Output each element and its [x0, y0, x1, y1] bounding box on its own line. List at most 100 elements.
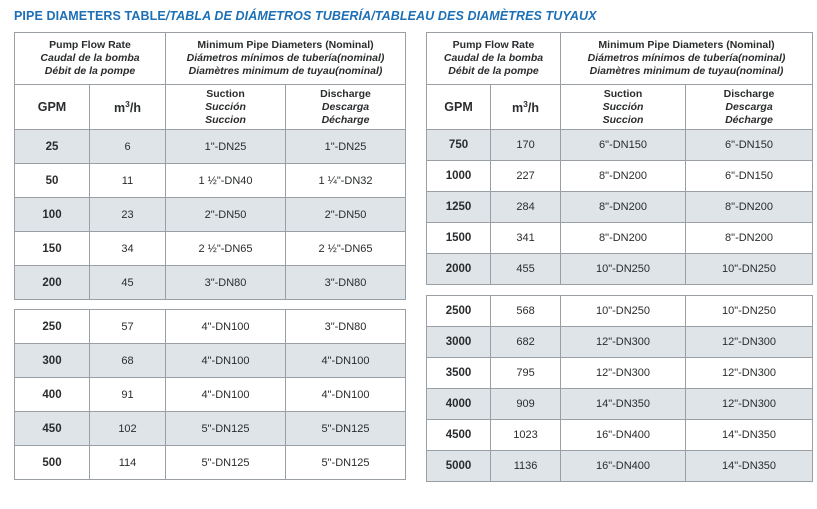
- table-row: 4000 909 14"-DN350 12"-DN300: [426, 388, 814, 420]
- pipe-diameters-header: Minimum Pipe Diameters (Nominal) Diámetr…: [560, 32, 814, 85]
- table-row: 100 23 2"-DN50 2"-DN50: [14, 197, 407, 232]
- m3h-cell: 91: [89, 377, 166, 412]
- m3h-cell: 11: [89, 163, 166, 198]
- sub-header-row: GPM m3/h Suction Succión Succion Dischar…: [426, 84, 814, 130]
- m3h-cell: 341: [490, 222, 562, 254]
- section-gap-spacer: [14, 299, 406, 310]
- pipe-diameters-header-en: Minimum Pipe Diameters (Nominal): [598, 39, 775, 51]
- gpm-cell: 100: [14, 197, 90, 232]
- table-row: 500 114 5"-DN125 5"-DN125: [14, 445, 407, 480]
- gpm-cell: 5000: [426, 450, 492, 482]
- flow-rate-header-en: Pump Flow Rate: [49, 39, 131, 51]
- suction-cell: 10"-DN250: [560, 253, 687, 285]
- suction-cell: 6"-DN150: [560, 129, 687, 161]
- suction-cell: 5"-DN125: [165, 445, 286, 480]
- gpm-cell: 1500: [426, 222, 492, 254]
- table-row: 250 57 4"-DN100 3"-DN80: [14, 309, 407, 344]
- table-row: 1250 284 8"-DN200 8"-DN200: [426, 191, 814, 223]
- table-row: 50 11 1 ½"-DN40 1 ¼"-DN32: [14, 163, 407, 198]
- gpm-cell: 4500: [426, 419, 492, 451]
- discharge-cell: 2"-DN50: [284, 197, 407, 232]
- suction-cell: 14"-DN350: [560, 388, 687, 420]
- m3h-header: m3/h: [490, 84, 562, 130]
- table-body: 25 6 1"-DN25 1"-DN25 50 11 1 ½"-DN40 1 ¼"-DN32 1…: [14, 129, 407, 480]
- m3h-cell: 6: [89, 129, 166, 164]
- suction-cell: 3"-DN80: [165, 265, 286, 300]
- sub-header-row: GPM m3/h Suction Succión Succion Dischar…: [14, 84, 407, 130]
- page-title: PIPE DIAMETERS TABLE/TABLA DE DIÁMETROS …: [14, 9, 817, 23]
- discharge-cell: 10"-DN250: [685, 253, 814, 285]
- gpm-cell: 50: [14, 163, 90, 198]
- section-gap: [426, 284, 813, 296]
- suction-cell: 1 ½"-DN40: [165, 163, 286, 198]
- pipe-diameters-header: Minimum Pipe Diameters (Nominal) Diámetr…: [164, 32, 407, 85]
- table-row: 150 34 2 ½"-DN65 2 ½"-DN65: [14, 231, 407, 266]
- m3h-cell: 102: [89, 411, 166, 446]
- discharge-cell: 8"-DN200: [685, 222, 814, 254]
- pipe-table-low-flow: Pump Flow Rate Caudal de la bomba Débit …: [14, 32, 407, 480]
- section-gap: [14, 299, 406, 310]
- table-row: 200 45 3"-DN80 3"-DN80: [14, 265, 407, 300]
- suction-cell: 5"-DN125: [165, 411, 286, 446]
- gpm-cell: 3000: [426, 326, 492, 358]
- table-row: 25 6 1"-DN25 1"-DN25: [14, 129, 407, 164]
- m3h-cell: 23: [89, 197, 166, 232]
- suction-cell: 12"-DN300: [560, 326, 687, 358]
- flow-rate-header: Pump Flow Rate Caudal de la bomba Débit …: [426, 32, 562, 85]
- discharge-cell: 8"-DN200: [685, 191, 814, 223]
- discharge-cell: 14"-DN350: [685, 450, 814, 482]
- m3h-cell: 170: [490, 129, 562, 161]
- pipe-diameters-header-en: Minimum Pipe Diameters (Nominal): [197, 39, 374, 51]
- discharge-cell: 3"-DN80: [284, 309, 407, 344]
- flow-rate-header-en: Pump Flow Rate: [452, 39, 535, 51]
- suction-cell: 4"-DN100: [165, 377, 286, 412]
- suction-cell: 8"-DN200: [560, 160, 687, 192]
- flow-rate-header-es: Caudal de la bomba: [443, 52, 544, 64]
- gpm-cell: 2000: [426, 253, 492, 285]
- discharge-header: Discharge Descarga Décharge: [685, 84, 814, 130]
- suction-cell: 2"-DN50: [165, 197, 286, 232]
- m3h-cell: 795: [490, 357, 562, 389]
- gpm-cell: 400: [14, 377, 90, 412]
- discharge-cell: 1"-DN25: [284, 129, 407, 164]
- table-row: 450 102 5"-DN125 5"-DN125: [14, 411, 407, 446]
- main-header-row: Pump Flow Rate Caudal de la bomba Débit …: [426, 32, 814, 85]
- tables-container: Pump Flow Rate Caudal de la bomba Débit …: [14, 32, 814, 482]
- suction-cell: 4"-DN100: [165, 343, 286, 378]
- suction-cell: 8"-DN200: [560, 222, 687, 254]
- gpm-cell: 450: [14, 411, 90, 446]
- suction-cell: 8"-DN200: [560, 191, 687, 223]
- discharge-cell: 5"-DN125: [284, 445, 407, 480]
- discharge-cell: 4"-DN100: [284, 377, 407, 412]
- gpm-cell: 250: [14, 309, 90, 344]
- m3h-cell: 455: [490, 253, 562, 285]
- table-row: 1500 341 8"-DN200 8"-DN200: [426, 222, 814, 254]
- table-row: 5000 1136 16"-DN400 14"-DN350: [426, 450, 814, 482]
- m3h-cell: 57: [89, 309, 166, 344]
- discharge-cell: 6"-DN150: [685, 129, 814, 161]
- m3h-cell: 45: [89, 265, 166, 300]
- suction-cell: 2 ½"-DN65: [165, 231, 286, 266]
- discharge-cell: 12"-DN300: [685, 388, 814, 420]
- pipe-diameters-header-es: Diámetros mínimos de tubería(nominal): [186, 52, 385, 64]
- m3h-header: m3/h: [89, 84, 166, 130]
- gpm-cell: 200: [14, 265, 90, 300]
- flow-rate-header: Pump Flow Rate Caudal de la bomba Débit …: [14, 32, 166, 85]
- pipe-diameters-header-es: Diámetros mínimos de tubería(nominal): [587, 52, 786, 64]
- gpm-cell: 500: [14, 445, 90, 480]
- suction-cell: 10"-DN250: [560, 295, 687, 327]
- table-row: 750 170 6"-DN150 6"-DN150: [426, 129, 814, 161]
- discharge-cell: 3"-DN80: [284, 265, 407, 300]
- gpm-cell: 1000: [426, 160, 492, 192]
- gpm-cell: 4000: [426, 388, 492, 420]
- m3h-cell: 909: [490, 388, 562, 420]
- flow-rate-header-fr: Débit de la pompe: [448, 65, 539, 77]
- table-body: 750 170 6"-DN150 6"-DN150 1000 227 8"-DN200 6"-…: [426, 129, 814, 482]
- gpm-cell: 2500: [426, 295, 492, 327]
- gpm-cell: 300: [14, 343, 90, 378]
- m3h-cell: 682: [490, 326, 562, 358]
- gpm-cell: 3500: [426, 357, 492, 389]
- m3h-cell: 114: [89, 445, 166, 480]
- pipe-table-high-flow: Pump Flow Rate Caudal de la bomba Débit …: [426, 32, 814, 482]
- gpm-header: GPM: [426, 84, 492, 130]
